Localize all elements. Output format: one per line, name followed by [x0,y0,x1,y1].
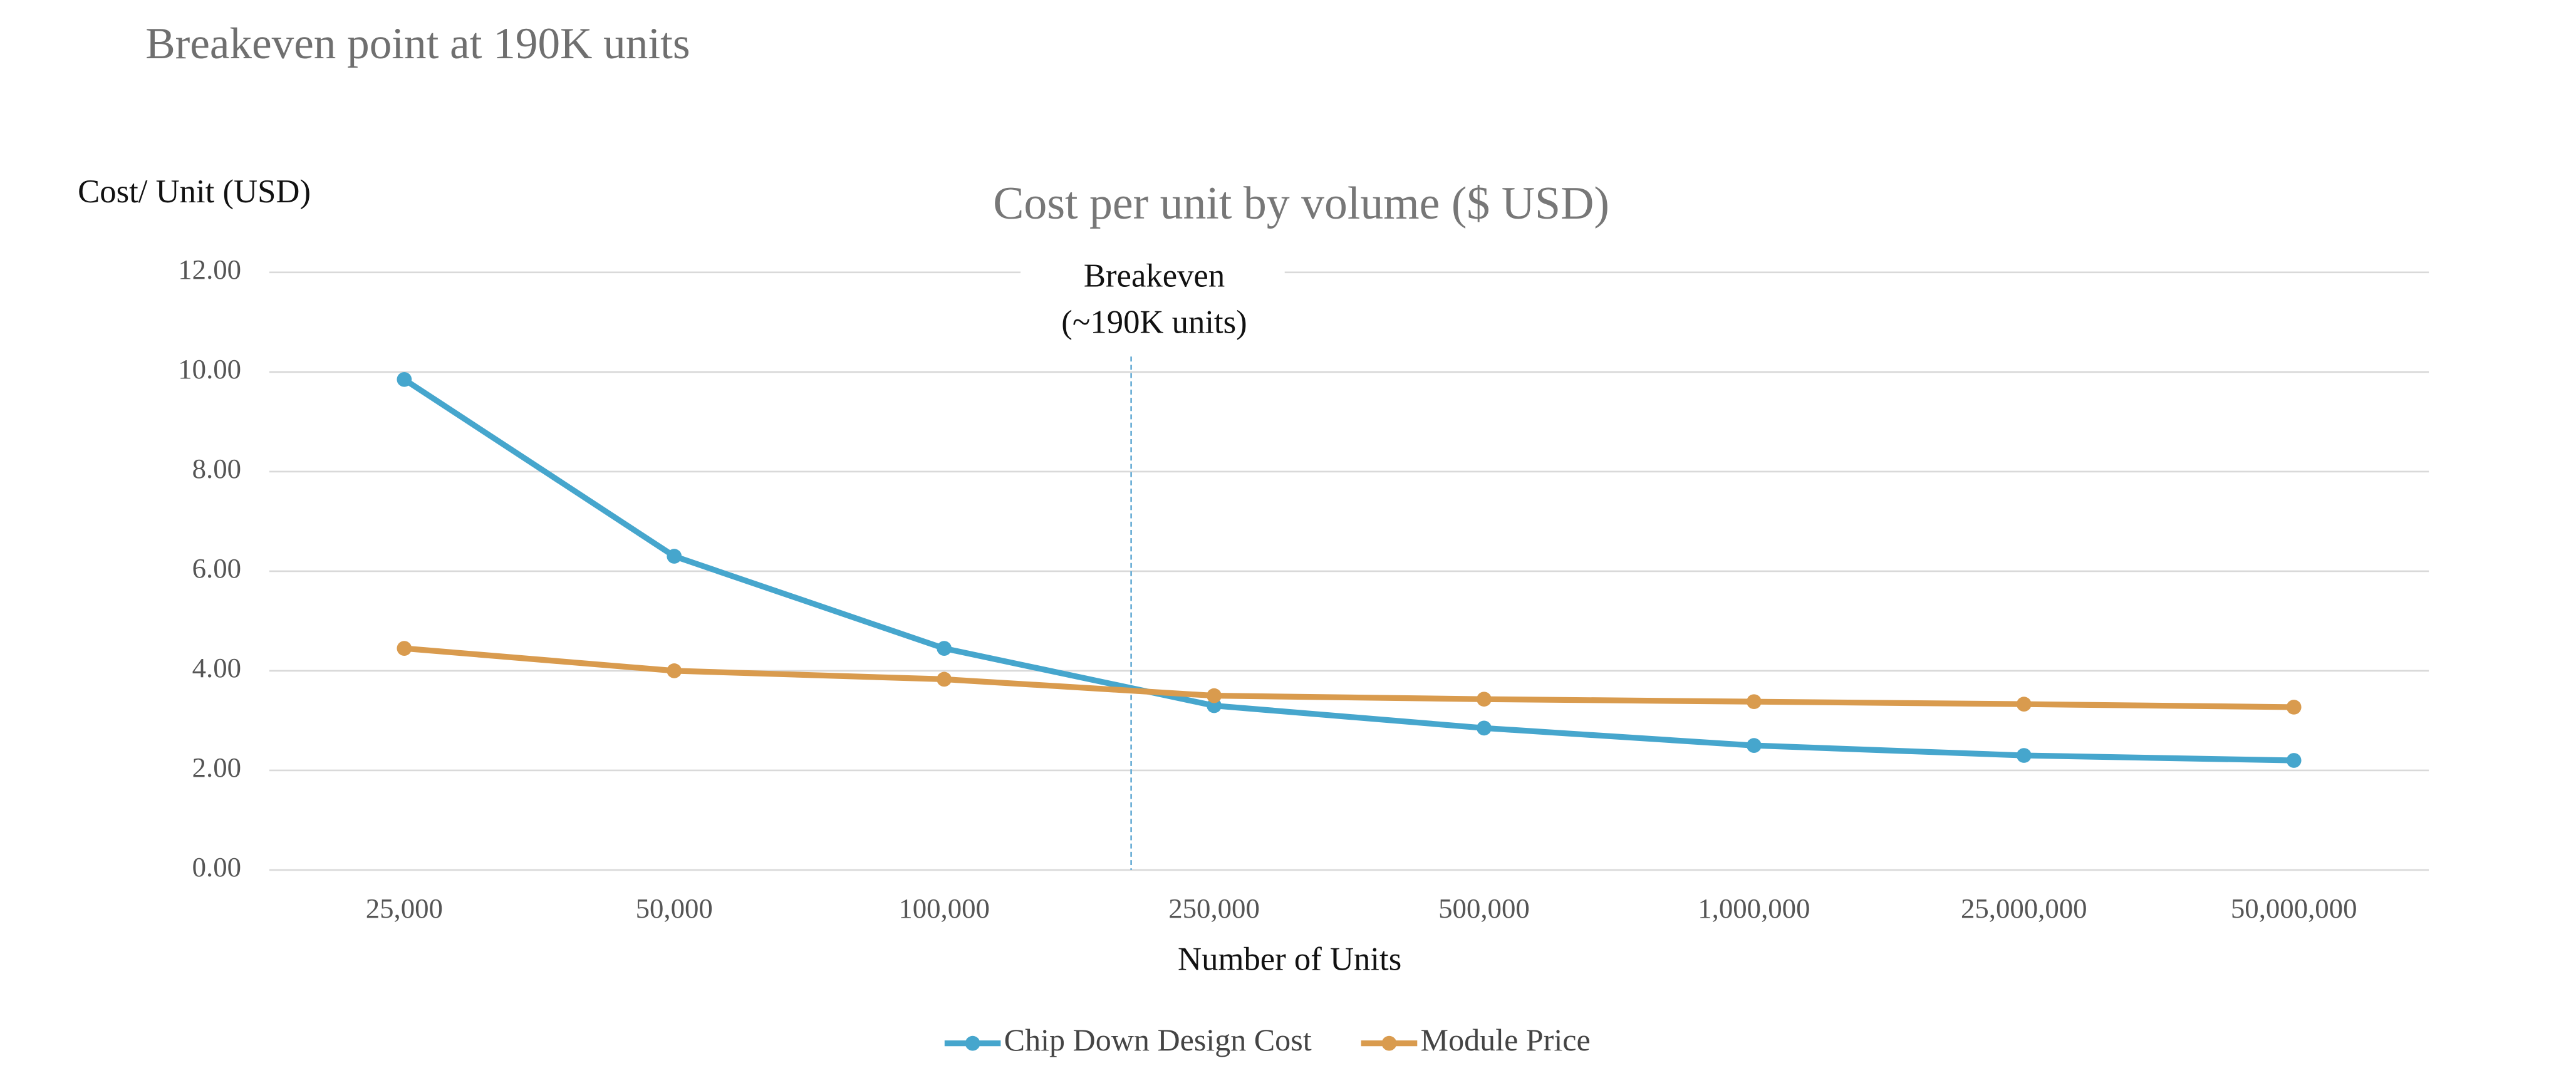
y-tick-label: 12.00 [178,254,241,285]
page-title: Breakeven point at 190K units [145,19,690,68]
data-point [397,371,412,387]
y-tick-label: 0.00 [192,851,241,883]
data-point [2016,697,2032,712]
annotation: Breakeven [1084,257,1225,294]
data-point [667,663,682,678]
legend-item: Module Price [1361,1022,1591,1057]
data-point [1477,720,1492,736]
data-point [937,641,952,656]
x-tick-label: 50,000 [636,893,713,924]
y-tick-label: 4.00 [192,652,241,683]
data-point [1747,694,1762,710]
legend-label: Chip Down Design Cost [1004,1022,1312,1057]
data-point [2286,753,2302,768]
x-tick-label: 25,000,000 [1961,893,2087,924]
series-line [402,376,2294,764]
x-tick-label: 50,000,000 [2231,893,2357,924]
x-tick-label: 1,000,000 [1698,893,1810,924]
annotation-bg [1021,251,1285,354]
chart-title: Cost per unit by volume ($ USD) [993,177,1609,229]
data-point [397,641,412,656]
legend-marker [1381,1035,1397,1051]
x-tick-label: 100,000 [898,893,990,924]
y-tick-label: 8.00 [192,453,241,484]
y-axis-title: Cost/ Unit (USD) [78,174,311,210]
legend-label: Module Price [1421,1022,1591,1057]
x-tick-label: 500,000 [1438,893,1530,924]
x-axis-title: Number of Units [1178,941,1401,978]
legend-marker [965,1035,980,1051]
y-tick-label: 2.00 [192,752,241,783]
data-point [937,671,952,687]
data-point [1747,738,1762,754]
data-point [1477,692,1492,707]
legend-item: Chip Down Design Cost [944,1022,1312,1057]
x-tick-label: 25,000 [366,893,443,924]
annotation: (~190K units) [1061,304,1247,340]
data-point [2016,748,2032,763]
data-point [1207,688,1222,703]
data-point [2286,700,2302,715]
y-tick-label: 6.00 [192,552,241,584]
x-tick-label: 250,000 [1168,893,1260,924]
series-line [403,645,2294,710]
y-tick-label: 10.00 [178,353,241,385]
data-point [667,549,682,564]
